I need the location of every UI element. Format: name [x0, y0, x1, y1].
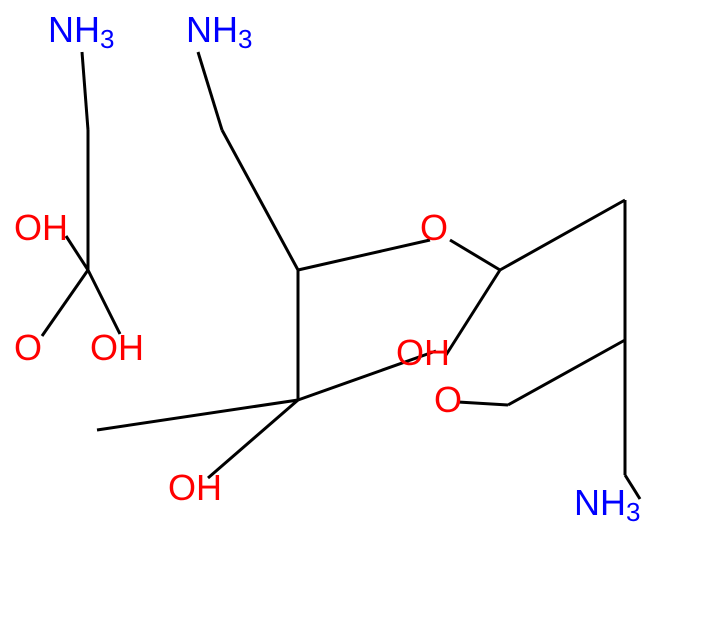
- atom-label-O7: OH: [168, 467, 222, 508]
- bond: [625, 475, 640, 499]
- bond: [88, 270, 120, 334]
- bond: [222, 130, 298, 270]
- atom-label-O6: O: [434, 379, 462, 420]
- atom-label-main: OH: [14, 207, 68, 248]
- atom-label-subscript: 3: [100, 24, 114, 54]
- bond: [82, 52, 88, 130]
- atom-label-N2: NH3: [186, 9, 252, 54]
- atom-label-main: NH: [574, 482, 626, 523]
- atom-label-N1: NH3: [48, 9, 114, 54]
- atom-label-O2: O: [420, 207, 448, 248]
- bond: [198, 52, 222, 130]
- bond: [508, 340, 625, 405]
- bond: [450, 240, 500, 270]
- atom-label-main: OH: [168, 467, 222, 508]
- bond: [298, 240, 430, 270]
- atom-label-main: OH: [90, 327, 144, 368]
- atom-label-O1: OH: [14, 207, 68, 248]
- atom-labels-group: NH3NH3OHOOOHOHOOHNH3: [14, 9, 640, 527]
- atom-label-subscript: 3: [238, 24, 252, 54]
- atom-label-O5: OH: [396, 332, 450, 373]
- atom-label-subscript: 3: [626, 497, 640, 527]
- bond: [66, 236, 88, 270]
- atom-label-O4: OH: [90, 327, 144, 368]
- atom-label-main: NH: [48, 9, 100, 50]
- atom-label-main: O: [14, 327, 42, 368]
- atom-label-main: OH: [396, 332, 450, 373]
- bond: [500, 200, 625, 270]
- bond: [458, 402, 508, 405]
- bonds-group: [42, 52, 640, 499]
- bond: [42, 270, 88, 336]
- bond: [446, 270, 500, 355]
- atom-label-main: NH: [186, 9, 238, 50]
- molecule-diagram: NH3NH3OHOOOHOHOOHNH3: [0, 0, 718, 623]
- atom-label-N3: NH3: [574, 482, 640, 527]
- atom-label-O3: O: [14, 327, 42, 368]
- atom-label-main: O: [434, 379, 462, 420]
- atom-label-main: O: [420, 207, 448, 248]
